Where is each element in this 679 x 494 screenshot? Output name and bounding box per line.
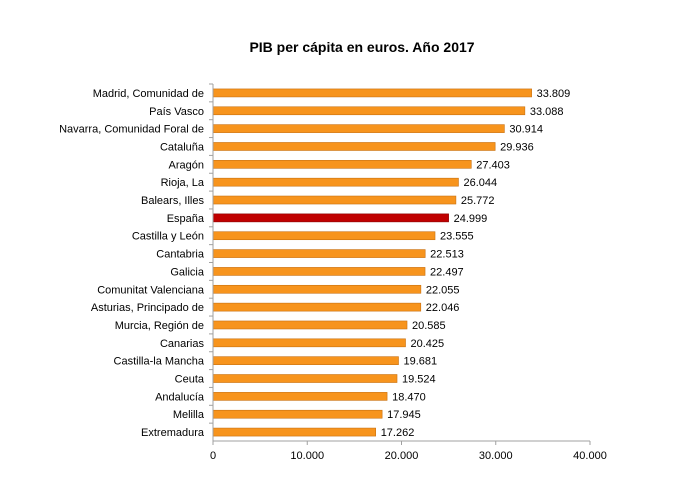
value-label: 33.809 (537, 88, 571, 100)
category-label: Melilla (173, 409, 205, 421)
x-tick-label: 10.000 (290, 450, 324, 462)
value-label: 27.403 (476, 159, 510, 171)
value-label: 24.999 (454, 213, 488, 225)
category-label: Navarra, Comunidad Foral de (59, 124, 204, 136)
bar-catalu-a (212, 142, 496, 151)
value-label: 20.425 (411, 338, 445, 350)
category-label: Cantabria (156, 249, 205, 261)
category-label: Murcia, Región de (115, 320, 204, 332)
category-label: Ceuta (175, 374, 205, 386)
category-label: Castilla y León (132, 231, 204, 243)
category-label: España (167, 213, 205, 225)
bar-espa-a (212, 213, 449, 223)
category-label: Andalucía (155, 391, 205, 403)
bar-balears-illes (212, 195, 457, 205)
bar-murcia-regi-n-de (212, 320, 408, 330)
category-label: Madrid, Comunidad de (93, 88, 204, 100)
bar-madrid-comunidad-de (212, 88, 532, 98)
bar-melilla (212, 409, 383, 419)
category-label: Balears, Illes (141, 195, 204, 207)
bar-asturias-principado-de (212, 302, 422, 312)
value-label: 23.555 (440, 231, 474, 243)
category-label: Rioja, La (161, 177, 205, 189)
value-label: 30.914 (509, 124, 543, 136)
bar-comunitat-valenciana (212, 284, 422, 294)
category-label: Cataluña (160, 141, 205, 153)
category-label: Castilla-la Mancha (114, 356, 205, 368)
bar-canarias (212, 338, 406, 348)
category-label: Comunitat Valenciana (97, 284, 205, 296)
bar-rioja-la (212, 177, 459, 187)
x-tick-label: 0 (210, 450, 216, 462)
value-label: 17.945 (387, 409, 421, 421)
value-label: 22.513 (430, 249, 464, 261)
value-label: 29.936 (500, 141, 534, 153)
value-label: 26.044 (463, 177, 497, 189)
bar-galicia (212, 267, 426, 276)
bar-extremadura (212, 427, 376, 437)
bar-navarra-comunidad-foral-de (212, 124, 505, 133)
bar-andaluc-a (212, 392, 388, 401)
value-label: 22.497 (430, 266, 464, 278)
bar-arag-n (212, 160, 472, 169)
value-label: 33.088 (530, 106, 564, 118)
category-label: Galicia (170, 266, 205, 278)
category-label: País Vasco (149, 106, 204, 118)
bar-ceuta (212, 374, 398, 383)
value-label: 19.524 (402, 374, 436, 386)
chart-title: PIB per cápita en euros. Año 2017 (249, 39, 474, 55)
value-label: 17.262 (381, 427, 415, 439)
bar-pa-s-vasco (212, 106, 526, 116)
value-label: 25.772 (461, 195, 495, 207)
x-tick-label: 40.000 (573, 450, 607, 462)
value-label: 22.046 (426, 302, 460, 314)
x-tick-label: 30.000 (479, 450, 513, 462)
bar-castilla-y-le-n (212, 231, 436, 241)
category-label: Asturias, Principado de (91, 302, 204, 314)
bar-castilla-la-mancha (212, 356, 399, 365)
value-label: 22.055 (426, 284, 460, 296)
category-label: Aragón (169, 159, 204, 171)
x-tick-label: 20.000 (385, 450, 419, 462)
category-label: Canarias (160, 338, 205, 350)
value-label: 18.470 (392, 391, 426, 403)
value-label: 20.585 (412, 320, 446, 332)
category-label: Extremadura (141, 427, 205, 439)
bar-cantabria (212, 249, 426, 258)
value-label: 19.681 (403, 356, 437, 368)
